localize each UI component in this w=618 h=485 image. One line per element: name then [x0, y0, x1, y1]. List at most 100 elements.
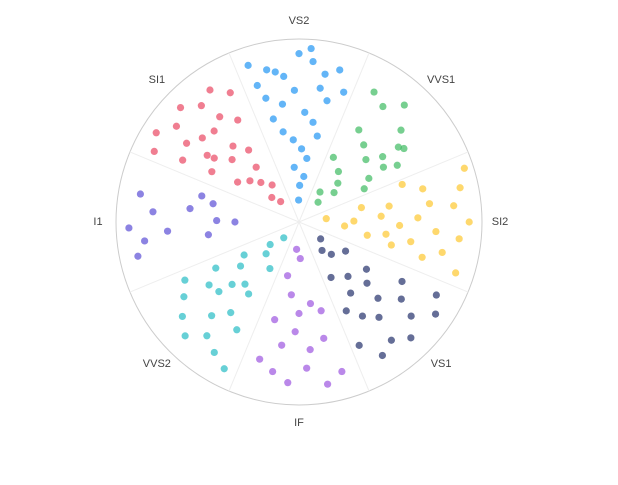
point: [280, 234, 288, 242]
point: [290, 163, 298, 171]
point: [398, 277, 406, 286]
point: [215, 288, 223, 296]
point: [363, 279, 371, 287]
point: [338, 367, 346, 376]
point: [136, 190, 145, 198]
angular-label: VVS2: [143, 358, 171, 370]
point: [378, 351, 386, 360]
point: [323, 380, 332, 388]
point: [262, 94, 270, 102]
point: [450, 202, 458, 210]
point: [172, 122, 181, 130]
point: [268, 181, 276, 189]
point: [220, 365, 228, 373]
point: [307, 44, 315, 53]
point: [176, 103, 185, 112]
point: [290, 86, 299, 94]
sector-line: [228, 52, 300, 223]
point: [432, 227, 440, 236]
point: [198, 134, 206, 142]
point: [306, 299, 315, 308]
point: [363, 231, 371, 239]
point: [262, 250, 270, 258]
point: [295, 196, 303, 204]
point: [297, 145, 306, 153]
point: [289, 136, 297, 144]
point: [287, 291, 295, 299]
point: [278, 100, 287, 108]
point: [318, 246, 326, 255]
point: [327, 250, 335, 258]
point: [180, 293, 188, 301]
point: [400, 101, 408, 109]
point: [300, 172, 308, 181]
point: [186, 205, 194, 213]
point: [407, 334, 415, 342]
point: [268, 193, 276, 202]
point: [231, 218, 239, 226]
point: [257, 178, 265, 187]
sector-line: [298, 52, 370, 223]
point: [330, 188, 338, 197]
point: [295, 50, 303, 58]
point: [263, 66, 271, 74]
point: [266, 240, 274, 249]
point: [233, 326, 241, 334]
point: [344, 272, 352, 280]
point: [365, 174, 373, 182]
point: [269, 367, 277, 376]
point: [342, 307, 350, 315]
point: [205, 281, 213, 289]
sector-line: [129, 221, 300, 293]
point: [460, 164, 468, 172]
point: [125, 224, 133, 232]
point: [210, 127, 218, 135]
point: [291, 328, 299, 336]
point: [317, 307, 325, 315]
point: [418, 253, 426, 261]
point: [227, 309, 235, 317]
point: [206, 86, 214, 94]
point: [283, 272, 292, 280]
point: [197, 102, 205, 110]
point: [431, 310, 440, 318]
point: [309, 118, 317, 126]
point: [134, 252, 142, 260]
point: [296, 181, 304, 190]
point: [398, 180, 406, 189]
point: [432, 291, 440, 299]
point: [228, 155, 236, 164]
point: [241, 280, 249, 288]
point: [347, 289, 355, 297]
point: [278, 341, 286, 349]
point: [229, 142, 237, 150]
point: [455, 235, 463, 243]
point: [336, 66, 344, 74]
point: [271, 316, 279, 324]
point: [150, 147, 158, 156]
angular-label: VVS1: [427, 74, 455, 86]
point: [256, 355, 264, 363]
point: [181, 332, 189, 340]
point: [340, 222, 349, 230]
point: [182, 139, 191, 147]
point: [321, 70, 329, 78]
sector-line: [298, 221, 469, 293]
point: [360, 141, 368, 149]
point: [163, 227, 172, 235]
point: [362, 155, 370, 164]
point: [358, 312, 367, 320]
point: [306, 346, 314, 354]
point: [284, 379, 292, 387]
point: [355, 341, 363, 349]
point: [419, 185, 427, 193]
point: [245, 146, 253, 154]
point: [203, 332, 211, 340]
point: [295, 309, 303, 318]
point: [375, 313, 383, 321]
angular-label: I1: [93, 216, 102, 228]
point: [228, 280, 236, 289]
angular-label: SI1: [149, 74, 166, 86]
point: [374, 294, 382, 302]
